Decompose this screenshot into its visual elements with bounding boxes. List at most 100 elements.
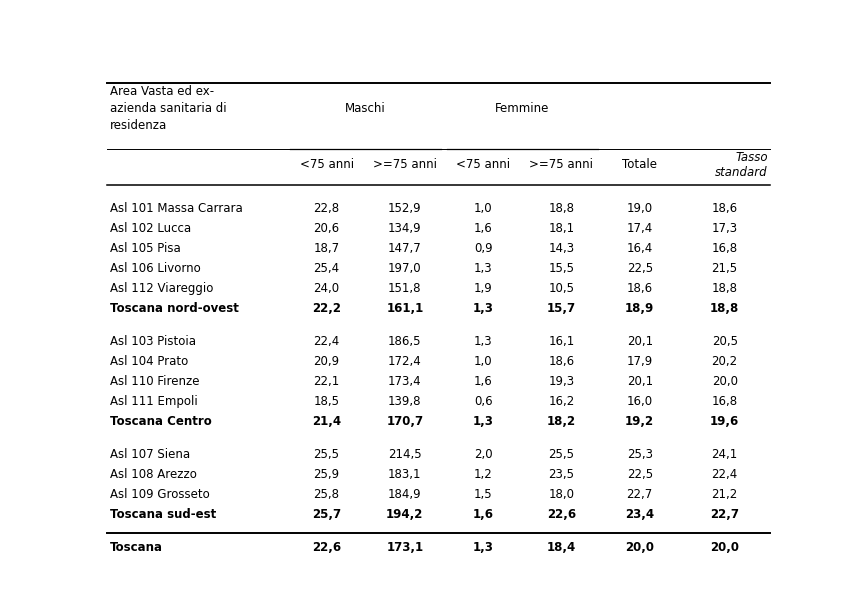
Text: Asl 109 Grosseto: Asl 109 Grosseto xyxy=(110,488,210,500)
Text: Asl 111 Empoli: Asl 111 Empoli xyxy=(110,395,198,408)
Text: 134,9: 134,9 xyxy=(388,222,422,235)
Text: 1,5: 1,5 xyxy=(474,488,492,500)
Text: 151,8: 151,8 xyxy=(388,282,422,295)
Text: 1,6: 1,6 xyxy=(473,222,492,235)
Text: 147,7: 147,7 xyxy=(388,242,422,255)
Text: 1,3: 1,3 xyxy=(474,262,492,275)
Text: 173,4: 173,4 xyxy=(388,375,422,388)
Text: 22,5: 22,5 xyxy=(627,468,653,481)
Text: >=75 anni: >=75 anni xyxy=(373,158,437,171)
Text: 20,0: 20,0 xyxy=(625,541,654,554)
Text: 1,3: 1,3 xyxy=(473,415,494,428)
Text: 172,4: 172,4 xyxy=(388,355,422,368)
Text: 1,9: 1,9 xyxy=(473,282,492,295)
Text: 14,3: 14,3 xyxy=(549,242,574,255)
Text: Toscana: Toscana xyxy=(110,541,163,554)
Text: 16,1: 16,1 xyxy=(549,335,574,348)
Text: 1,0: 1,0 xyxy=(474,202,492,215)
Text: Area Vasta ed ex-
azienda sanitaria di
residenza: Area Vasta ed ex- azienda sanitaria di r… xyxy=(110,85,227,132)
Text: Asl 102 Lucca: Asl 102 Lucca xyxy=(110,222,192,235)
Text: 20,1: 20,1 xyxy=(627,375,653,388)
Text: 18,6: 18,6 xyxy=(549,355,574,368)
Text: >=75 anni: >=75 anni xyxy=(529,158,593,171)
Text: 20,2: 20,2 xyxy=(711,355,738,368)
Text: 1,2: 1,2 xyxy=(473,468,492,481)
Text: 17,3: 17,3 xyxy=(711,222,738,235)
Text: 19,3: 19,3 xyxy=(549,375,574,388)
Text: 21,5: 21,5 xyxy=(711,262,738,275)
Text: 16,4: 16,4 xyxy=(627,242,653,255)
Text: 22,6: 22,6 xyxy=(547,508,576,520)
Text: 18,8: 18,8 xyxy=(710,302,740,315)
Text: <75 anni: <75 anni xyxy=(300,158,354,171)
Text: 25,5: 25,5 xyxy=(549,448,574,461)
Text: 18,8: 18,8 xyxy=(549,202,574,215)
Text: 18,6: 18,6 xyxy=(711,202,738,215)
Text: 139,8: 139,8 xyxy=(388,395,422,408)
Text: 184,9: 184,9 xyxy=(388,488,422,500)
Text: 18,4: 18,4 xyxy=(547,541,576,554)
Text: 20,1: 20,1 xyxy=(627,335,653,348)
Text: 22,1: 22,1 xyxy=(313,375,340,388)
Text: 23,4: 23,4 xyxy=(625,508,654,520)
Text: 0,6: 0,6 xyxy=(474,395,492,408)
Text: 0,9: 0,9 xyxy=(474,242,492,255)
Text: Asl 103 Pistoia: Asl 103 Pistoia xyxy=(110,335,196,348)
Text: 194,2: 194,2 xyxy=(386,508,424,520)
Text: 22,4: 22,4 xyxy=(313,335,340,348)
Text: <75 anni: <75 anni xyxy=(456,158,510,171)
Text: 25,3: 25,3 xyxy=(627,448,653,461)
Text: 18,9: 18,9 xyxy=(625,302,654,315)
Text: 22,2: 22,2 xyxy=(312,302,341,315)
Text: 22,5: 22,5 xyxy=(627,262,653,275)
Text: 25,8: 25,8 xyxy=(313,488,340,500)
Text: 21,2: 21,2 xyxy=(711,488,738,500)
Text: Asl 107 Siena: Asl 107 Siena xyxy=(110,448,190,461)
Text: Asl 106 Livorno: Asl 106 Livorno xyxy=(110,262,201,275)
Text: 15,7: 15,7 xyxy=(547,302,576,315)
Text: 1,3: 1,3 xyxy=(473,541,494,554)
Text: 10,5: 10,5 xyxy=(549,282,574,295)
Text: 1,6: 1,6 xyxy=(473,508,494,520)
Text: 24,1: 24,1 xyxy=(711,448,738,461)
Text: 20,0: 20,0 xyxy=(710,541,739,554)
Text: 19,2: 19,2 xyxy=(625,415,654,428)
Text: 22,8: 22,8 xyxy=(313,202,340,215)
Text: 20,6: 20,6 xyxy=(313,222,340,235)
Text: 18,1: 18,1 xyxy=(549,222,574,235)
Text: 22,7: 22,7 xyxy=(627,488,653,500)
Text: 183,1: 183,1 xyxy=(388,468,422,481)
Text: 1,6: 1,6 xyxy=(473,375,492,388)
Text: Toscana Centro: Toscana Centro xyxy=(110,415,212,428)
Text: 214,5: 214,5 xyxy=(388,448,422,461)
Text: 17,4: 17,4 xyxy=(627,222,653,235)
Text: 186,5: 186,5 xyxy=(388,335,422,348)
Text: Asl 104 Prato: Asl 104 Prato xyxy=(110,355,188,368)
Text: 20,9: 20,9 xyxy=(313,355,340,368)
Text: 25,7: 25,7 xyxy=(312,508,342,520)
Text: 170,7: 170,7 xyxy=(386,415,424,428)
Text: Totale: Totale xyxy=(622,158,657,171)
Text: 197,0: 197,0 xyxy=(388,262,422,275)
Text: Toscana sud-est: Toscana sud-est xyxy=(110,508,217,520)
Text: 22,7: 22,7 xyxy=(710,508,739,520)
Text: 16,2: 16,2 xyxy=(549,395,574,408)
Text: 173,1: 173,1 xyxy=(386,541,424,554)
Text: Asl 110 Firenze: Asl 110 Firenze xyxy=(110,375,199,388)
Text: 20,5: 20,5 xyxy=(711,335,738,348)
Text: 23,5: 23,5 xyxy=(549,468,574,481)
Text: 1,3: 1,3 xyxy=(473,302,494,315)
Text: 18,2: 18,2 xyxy=(547,415,576,428)
Text: 18,8: 18,8 xyxy=(711,282,738,295)
Text: 18,6: 18,6 xyxy=(627,282,653,295)
Text: 18,5: 18,5 xyxy=(313,395,340,408)
Text: 19,0: 19,0 xyxy=(627,202,653,215)
Text: 15,5: 15,5 xyxy=(549,262,574,275)
Text: Asl 105 Pisa: Asl 105 Pisa xyxy=(110,242,181,255)
Text: Femmine: Femmine xyxy=(495,103,550,115)
Text: 1,0: 1,0 xyxy=(474,355,492,368)
Text: Asl 108 Arezzo: Asl 108 Arezzo xyxy=(110,468,197,481)
Text: 25,9: 25,9 xyxy=(313,468,340,481)
Text: Asl 101 Massa Carrara: Asl 101 Massa Carrara xyxy=(110,202,243,215)
Text: 18,0: 18,0 xyxy=(549,488,574,500)
